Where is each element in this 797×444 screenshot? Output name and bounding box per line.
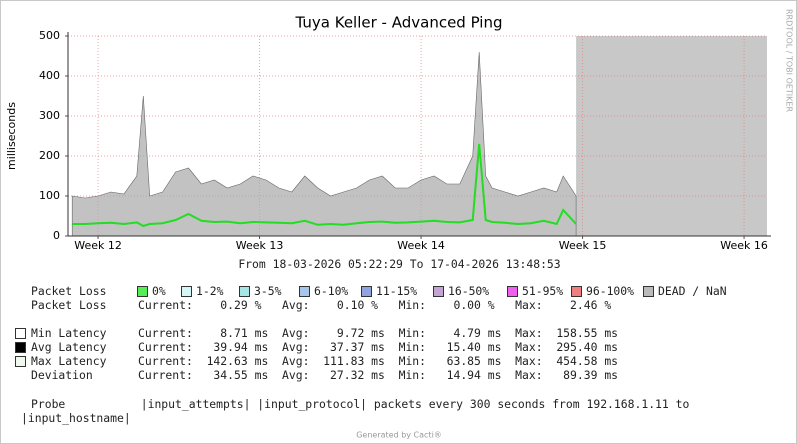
y-tick-label: 200 bbox=[39, 149, 60, 162]
legend-swatch bbox=[15, 342, 26, 353]
probe-line: |input_hostname| bbox=[21, 411, 131, 425]
x-tick-label: Week 16 bbox=[720, 239, 768, 252]
packet-loss-label: Packet Loss bbox=[31, 284, 107, 298]
y-tick-label: 0 bbox=[53, 229, 60, 242]
legend-label: 96-100% bbox=[586, 284, 635, 298]
legend-label: 11-15% bbox=[376, 284, 418, 298]
x-tick-label: Week 12 bbox=[74, 239, 122, 252]
legend-label: 51-95% bbox=[522, 284, 564, 298]
legend-swatch bbox=[181, 286, 192, 297]
legend-swatch bbox=[137, 286, 148, 297]
watermark: RRDTOOL / TOBI OETIKER bbox=[785, 9, 794, 112]
stats-text: Current: 39.94 ms Avg: 37.37 ms Min: 15.… bbox=[138, 340, 619, 354]
legend-swatch bbox=[507, 286, 518, 297]
x-tick-label: Week 13 bbox=[236, 239, 284, 252]
date-range: From 18-03-2026 05:22:29 To 17-04-2026 1… bbox=[238, 257, 561, 271]
stats-text: Current: 142.63 ms Avg: 111.83 ms Min: 6… bbox=[138, 354, 619, 368]
latency-smoke bbox=[71, 51, 577, 237]
packet-loss-stats-label: Packet Loss bbox=[31, 298, 107, 312]
legend-label: 3-5% bbox=[254, 284, 282, 298]
y-tick-label: 100 bbox=[39, 189, 60, 202]
legend-swatch bbox=[15, 356, 26, 367]
legend-label: DEAD / NaN bbox=[658, 284, 727, 298]
legend-swatch bbox=[361, 286, 372, 297]
legend-swatch bbox=[433, 286, 444, 297]
y-tick-label: 400 bbox=[39, 69, 60, 82]
stats-label: Avg Latency bbox=[31, 340, 107, 354]
latency-line bbox=[72, 143, 577, 228]
y-tick-label: 500 bbox=[39, 29, 60, 42]
packet-loss-stats: Current: 0.29 % Avg: 0.10 % Min: 0.00 % … bbox=[138, 298, 612, 312]
stats-text: Current: 8.71 ms Avg: 9.72 ms Min: 4.79 … bbox=[138, 326, 619, 340]
stats-label: Max Latency bbox=[31, 354, 107, 368]
stats-text: Current: 34.55 ms Avg: 27.32 ms Min: 14.… bbox=[138, 368, 619, 382]
legend-swatch bbox=[15, 328, 26, 339]
legend-label: 16-50% bbox=[448, 284, 490, 298]
legend-swatch bbox=[643, 286, 654, 297]
legend-label: 6-10% bbox=[314, 284, 349, 298]
stats-label: Deviation bbox=[31, 368, 93, 382]
legend-swatch bbox=[299, 286, 310, 297]
x-tick-label: Week 15 bbox=[559, 239, 607, 252]
stats-label: Min Latency bbox=[31, 326, 107, 340]
legend-swatch bbox=[239, 286, 250, 297]
x-tick-label: Week 14 bbox=[397, 239, 445, 252]
legend-label: 0% bbox=[152, 284, 166, 298]
legend-label: 1-2% bbox=[196, 284, 224, 298]
y-tick-label: 300 bbox=[39, 109, 60, 122]
probe-line: Probe |input_attempts| |input_protocol| … bbox=[31, 397, 690, 411]
legend-swatch bbox=[571, 286, 582, 297]
footer: Generated by Cacti® bbox=[356, 431, 442, 440]
dead-region bbox=[576, 36, 767, 236]
chart-title: Tuya Keller - Advanced Ping bbox=[295, 14, 503, 32]
y-axis-label: milliseconds bbox=[5, 102, 18, 170]
